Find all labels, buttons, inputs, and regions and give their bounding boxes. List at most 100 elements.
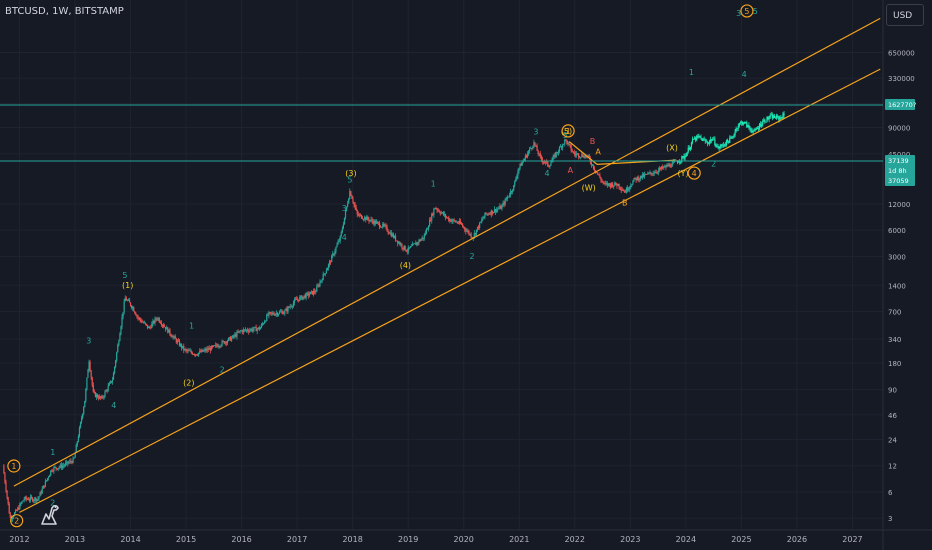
candle-body xyxy=(429,220,430,227)
wave-label: 1 xyxy=(189,321,194,330)
candle-body xyxy=(550,162,551,165)
candle-body xyxy=(753,131,754,132)
candle-body xyxy=(496,209,497,212)
candle-body xyxy=(112,380,113,382)
candle-body xyxy=(591,162,592,165)
candle-body xyxy=(241,331,242,332)
candle-body xyxy=(61,465,62,468)
candle-body xyxy=(381,227,382,228)
candle-body xyxy=(207,349,208,351)
candle-body xyxy=(137,316,138,318)
wave-label: B xyxy=(590,137,596,146)
candle-body xyxy=(303,295,304,296)
candle-body xyxy=(29,500,30,501)
candle-body xyxy=(323,274,324,280)
candle-body xyxy=(358,214,359,215)
candle-body xyxy=(36,499,37,501)
candle-body xyxy=(304,295,305,298)
wave-label: (X) xyxy=(666,144,678,153)
candle-body xyxy=(300,296,301,297)
candle-body xyxy=(162,325,163,326)
candle-body xyxy=(425,233,426,234)
candle-body xyxy=(474,233,475,237)
candle-body xyxy=(290,306,291,307)
y-tick-label: 6 xyxy=(888,489,893,497)
tradingview-logo-icon[interactable] xyxy=(38,502,64,528)
candle-body xyxy=(578,154,579,157)
currency-selector[interactable]: USD xyxy=(886,4,924,26)
candle-body xyxy=(17,508,18,511)
candle-body xyxy=(247,330,248,331)
candle-body xyxy=(687,152,688,156)
candle-body xyxy=(27,499,28,500)
wave-label: 3 xyxy=(342,204,347,213)
wave-label: A xyxy=(595,148,601,157)
candle-body xyxy=(142,322,143,323)
candle-body xyxy=(529,148,530,151)
candle-body xyxy=(414,243,415,244)
candle-body xyxy=(342,228,343,231)
candle-body xyxy=(727,140,728,141)
candle-body xyxy=(506,199,507,200)
candle-body xyxy=(281,312,282,313)
candle-body xyxy=(755,129,756,130)
candle-body xyxy=(486,214,487,215)
candle-body xyxy=(38,496,39,498)
candle-body xyxy=(635,178,636,180)
x-tick-label: 2012 xyxy=(9,535,29,544)
candle-body xyxy=(681,156,682,160)
candle-body xyxy=(607,183,608,185)
candle-body xyxy=(376,222,377,224)
candle-body xyxy=(279,312,280,314)
candle-body xyxy=(261,325,262,328)
x-tick-label: 2022 xyxy=(565,535,585,544)
candle-body xyxy=(740,123,741,124)
candle-body xyxy=(629,187,630,189)
candle-body xyxy=(316,287,317,292)
candle-body xyxy=(781,117,782,118)
candle-body xyxy=(331,256,332,262)
candle-body xyxy=(415,243,416,245)
candle-body xyxy=(335,247,336,251)
candle-body xyxy=(703,139,704,141)
candle-body xyxy=(441,213,442,214)
candle-body xyxy=(21,501,22,503)
candle-body xyxy=(582,154,583,157)
candle-body xyxy=(666,165,667,167)
candle-body xyxy=(22,501,23,502)
candle-body xyxy=(234,334,235,336)
candle-body xyxy=(320,281,321,282)
candle-body xyxy=(548,166,549,167)
candle-body xyxy=(307,293,308,294)
candle-body xyxy=(65,463,66,465)
candle-body xyxy=(757,128,758,129)
candle-body xyxy=(410,246,411,247)
candle-body xyxy=(277,313,278,315)
candle-body xyxy=(722,145,723,146)
candle-body xyxy=(673,161,674,162)
candle-body xyxy=(739,123,740,126)
candle-body xyxy=(128,300,129,301)
candle-body xyxy=(270,312,271,313)
candle-body xyxy=(417,242,418,243)
candle-body xyxy=(292,306,293,307)
candle-body xyxy=(133,307,134,311)
candle-body xyxy=(240,331,241,332)
candle-body xyxy=(357,210,358,214)
candle-body xyxy=(248,331,249,332)
candle-body xyxy=(537,146,538,151)
candle-body xyxy=(245,330,246,331)
price-badge-label: 37059 xyxy=(888,177,909,185)
candle-body xyxy=(283,313,284,314)
candle-body xyxy=(299,297,300,301)
candle-body xyxy=(85,389,86,401)
candle-body xyxy=(50,471,51,476)
candle-body xyxy=(186,350,187,351)
candle-body xyxy=(599,175,600,178)
candle-body xyxy=(641,176,642,178)
candle-body xyxy=(116,352,117,360)
candle-body xyxy=(617,184,618,186)
candle-body xyxy=(431,214,432,221)
candle-body xyxy=(527,153,528,157)
